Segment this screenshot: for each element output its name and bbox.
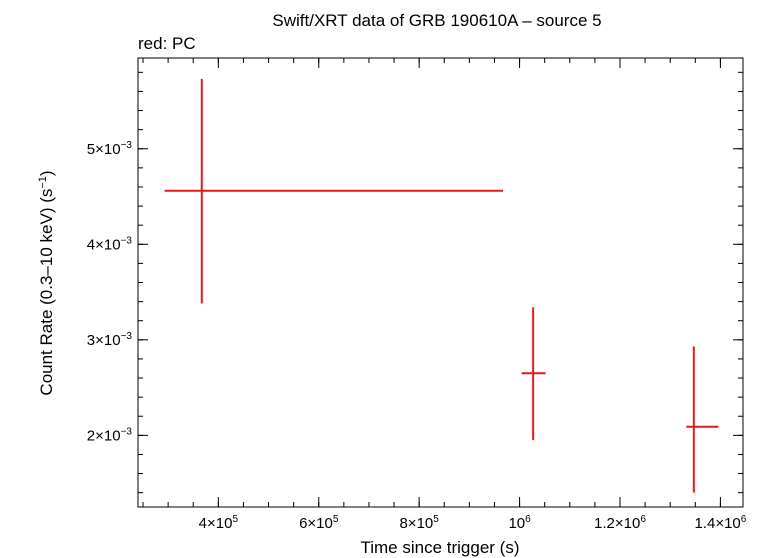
y-tick-label: 5×10−3 <box>87 140 133 158</box>
y-axis-label-main: Count Rate (0.3–10 keV) (s <box>37 189 56 396</box>
x-tick-label: 6×105 <box>299 514 339 532</box>
chart-subtitle: red: PC <box>138 34 196 53</box>
x-axis-label: Time since trigger (s) <box>360 538 519 557</box>
data-point <box>521 307 546 441</box>
x-tick-label: 8×105 <box>399 514 439 532</box>
chart-title: Swift/XRT data of GRB 190610A – source 5 <box>272 11 601 30</box>
data-series <box>164 79 719 493</box>
x-tick-label: 1.2×106 <box>594 514 646 532</box>
y-tick-label: 3×10−3 <box>87 331 133 349</box>
x-tick-label: 106 <box>508 514 531 532</box>
x-tick-label: 1.4×106 <box>694 514 746 532</box>
y-tick-label: 4×10−3 <box>87 235 133 253</box>
plot-frame <box>137 57 744 508</box>
y-axis-label-exponent: −1 <box>37 176 49 189</box>
y-axis-label-close: ) <box>37 170 56 176</box>
x-axis: 4×105 6×105 8×105 106 1.2×106 1.4×106 <box>142 58 747 532</box>
data-point <box>686 346 719 493</box>
x-tick-label: 4×105 <box>199 514 239 532</box>
data-point <box>164 79 504 304</box>
y-tick-label: 2×10−3 <box>87 426 133 444</box>
y-axis: 2×10−3 3×10−3 4×10−3 5×10−3 <box>87 71 743 494</box>
y-axis-label: Count Rate (0.3–10 keV) (s−1) <box>37 170 56 395</box>
